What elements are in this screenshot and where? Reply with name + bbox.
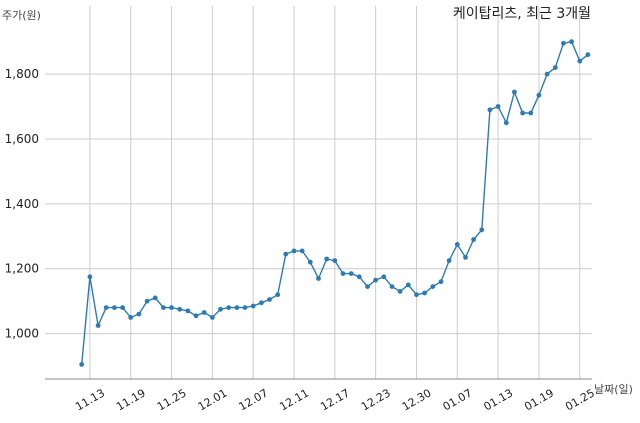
data-point	[201, 310, 207, 315]
data-point	[536, 92, 542, 98]
data-point	[430, 284, 436, 289]
data-point	[324, 256, 330, 262]
data-point	[479, 227, 485, 233]
data-point	[234, 305, 240, 310]
data-point	[528, 110, 534, 116]
data-point	[569, 39, 574, 45]
data-point	[414, 292, 419, 298]
data-point	[332, 258, 338, 263]
data-point	[120, 305, 125, 310]
data-point	[454, 242, 460, 247]
x-tick-label: 12.07	[237, 386, 271, 413]
data-point	[226, 305, 232, 310]
data-point	[381, 274, 387, 280]
x-axis-label: 날짜(일)	[594, 382, 633, 396]
data-point	[267, 297, 272, 302]
data-point	[152, 295, 158, 301]
x-tick-label: 01.25	[563, 386, 597, 413]
data-point	[177, 306, 183, 312]
data-point	[316, 276, 321, 281]
data-point	[291, 248, 297, 254]
data-point	[161, 305, 166, 310]
data-point	[487, 107, 493, 113]
y-axis-label: 주가(원)	[2, 9, 41, 22]
data-point	[283, 251, 289, 257]
data-point	[585, 52, 591, 58]
data-point	[169, 305, 174, 310]
data-point	[561, 40, 566, 46]
grid-lines	[45, 6, 592, 379]
x-tick-label: 12.11	[277, 386, 311, 413]
x-tick-label: 01.07	[441, 386, 475, 413]
data-point	[259, 300, 264, 306]
data-point	[471, 237, 476, 242]
x-tick-label: 11.25	[155, 386, 189, 413]
tick-labels: 1,000 1,200 1,400 1,600 1,800 11.13 11.19 11.25…	[5, 67, 597, 413]
data-point	[340, 271, 346, 276]
y-tick-label: 1,000	[5, 327, 39, 341]
data-point	[275, 292, 281, 298]
data-point	[307, 259, 313, 265]
data-point	[103, 305, 109, 310]
x-tick-label: 12.30	[400, 386, 434, 413]
y-tick-label: 1,800	[5, 67, 39, 81]
data-point	[544, 71, 550, 77]
data-point	[365, 284, 370, 289]
data-point	[495, 104, 501, 109]
y-tick-label: 1,600	[5, 132, 39, 146]
data-point	[210, 315, 215, 320]
data-point	[218, 306, 223, 312]
data-point	[128, 315, 134, 320]
data-point	[250, 303, 256, 309]
data-point	[87, 274, 93, 280]
y-tick-label: 1,200	[5, 262, 39, 276]
data-point	[356, 274, 362, 280]
data-point	[577, 58, 583, 64]
data-point	[193, 313, 199, 319]
chart-title: 케이탑리츠, 최근 3개월	[453, 6, 591, 22]
data-point	[79, 362, 85, 367]
data-point	[242, 305, 248, 310]
data-point	[512, 89, 517, 95]
data-point	[520, 110, 525, 116]
data-point	[144, 298, 150, 304]
data-point	[397, 289, 403, 294]
data-point	[552, 65, 558, 70]
data-point	[389, 284, 395, 289]
y-tick-label: 1,400	[5, 197, 39, 211]
x-tick-label: 11.19	[114, 386, 148, 413]
data-point	[348, 271, 354, 276]
data-point	[112, 305, 117, 310]
data-point	[405, 282, 411, 288]
x-tick-label: 12.01	[196, 386, 230, 413]
data-point	[438, 279, 444, 285]
data-point	[95, 323, 101, 328]
data-point	[185, 308, 191, 314]
data-point	[136, 311, 142, 317]
data-point	[299, 248, 305, 254]
price-points	[79, 39, 591, 367]
x-tick-label: 01.19	[522, 386, 556, 413]
data-point	[373, 277, 378, 283]
data-point	[422, 290, 427, 296]
x-tick-label: 11.13	[73, 386, 107, 413]
x-tick-label: 12.23	[359, 386, 393, 413]
data-point	[446, 258, 452, 263]
x-tick-label: 12.17	[318, 386, 352, 413]
x-tick-label: 01.13	[481, 386, 515, 413]
data-point	[463, 255, 468, 260]
data-point	[503, 120, 509, 126]
